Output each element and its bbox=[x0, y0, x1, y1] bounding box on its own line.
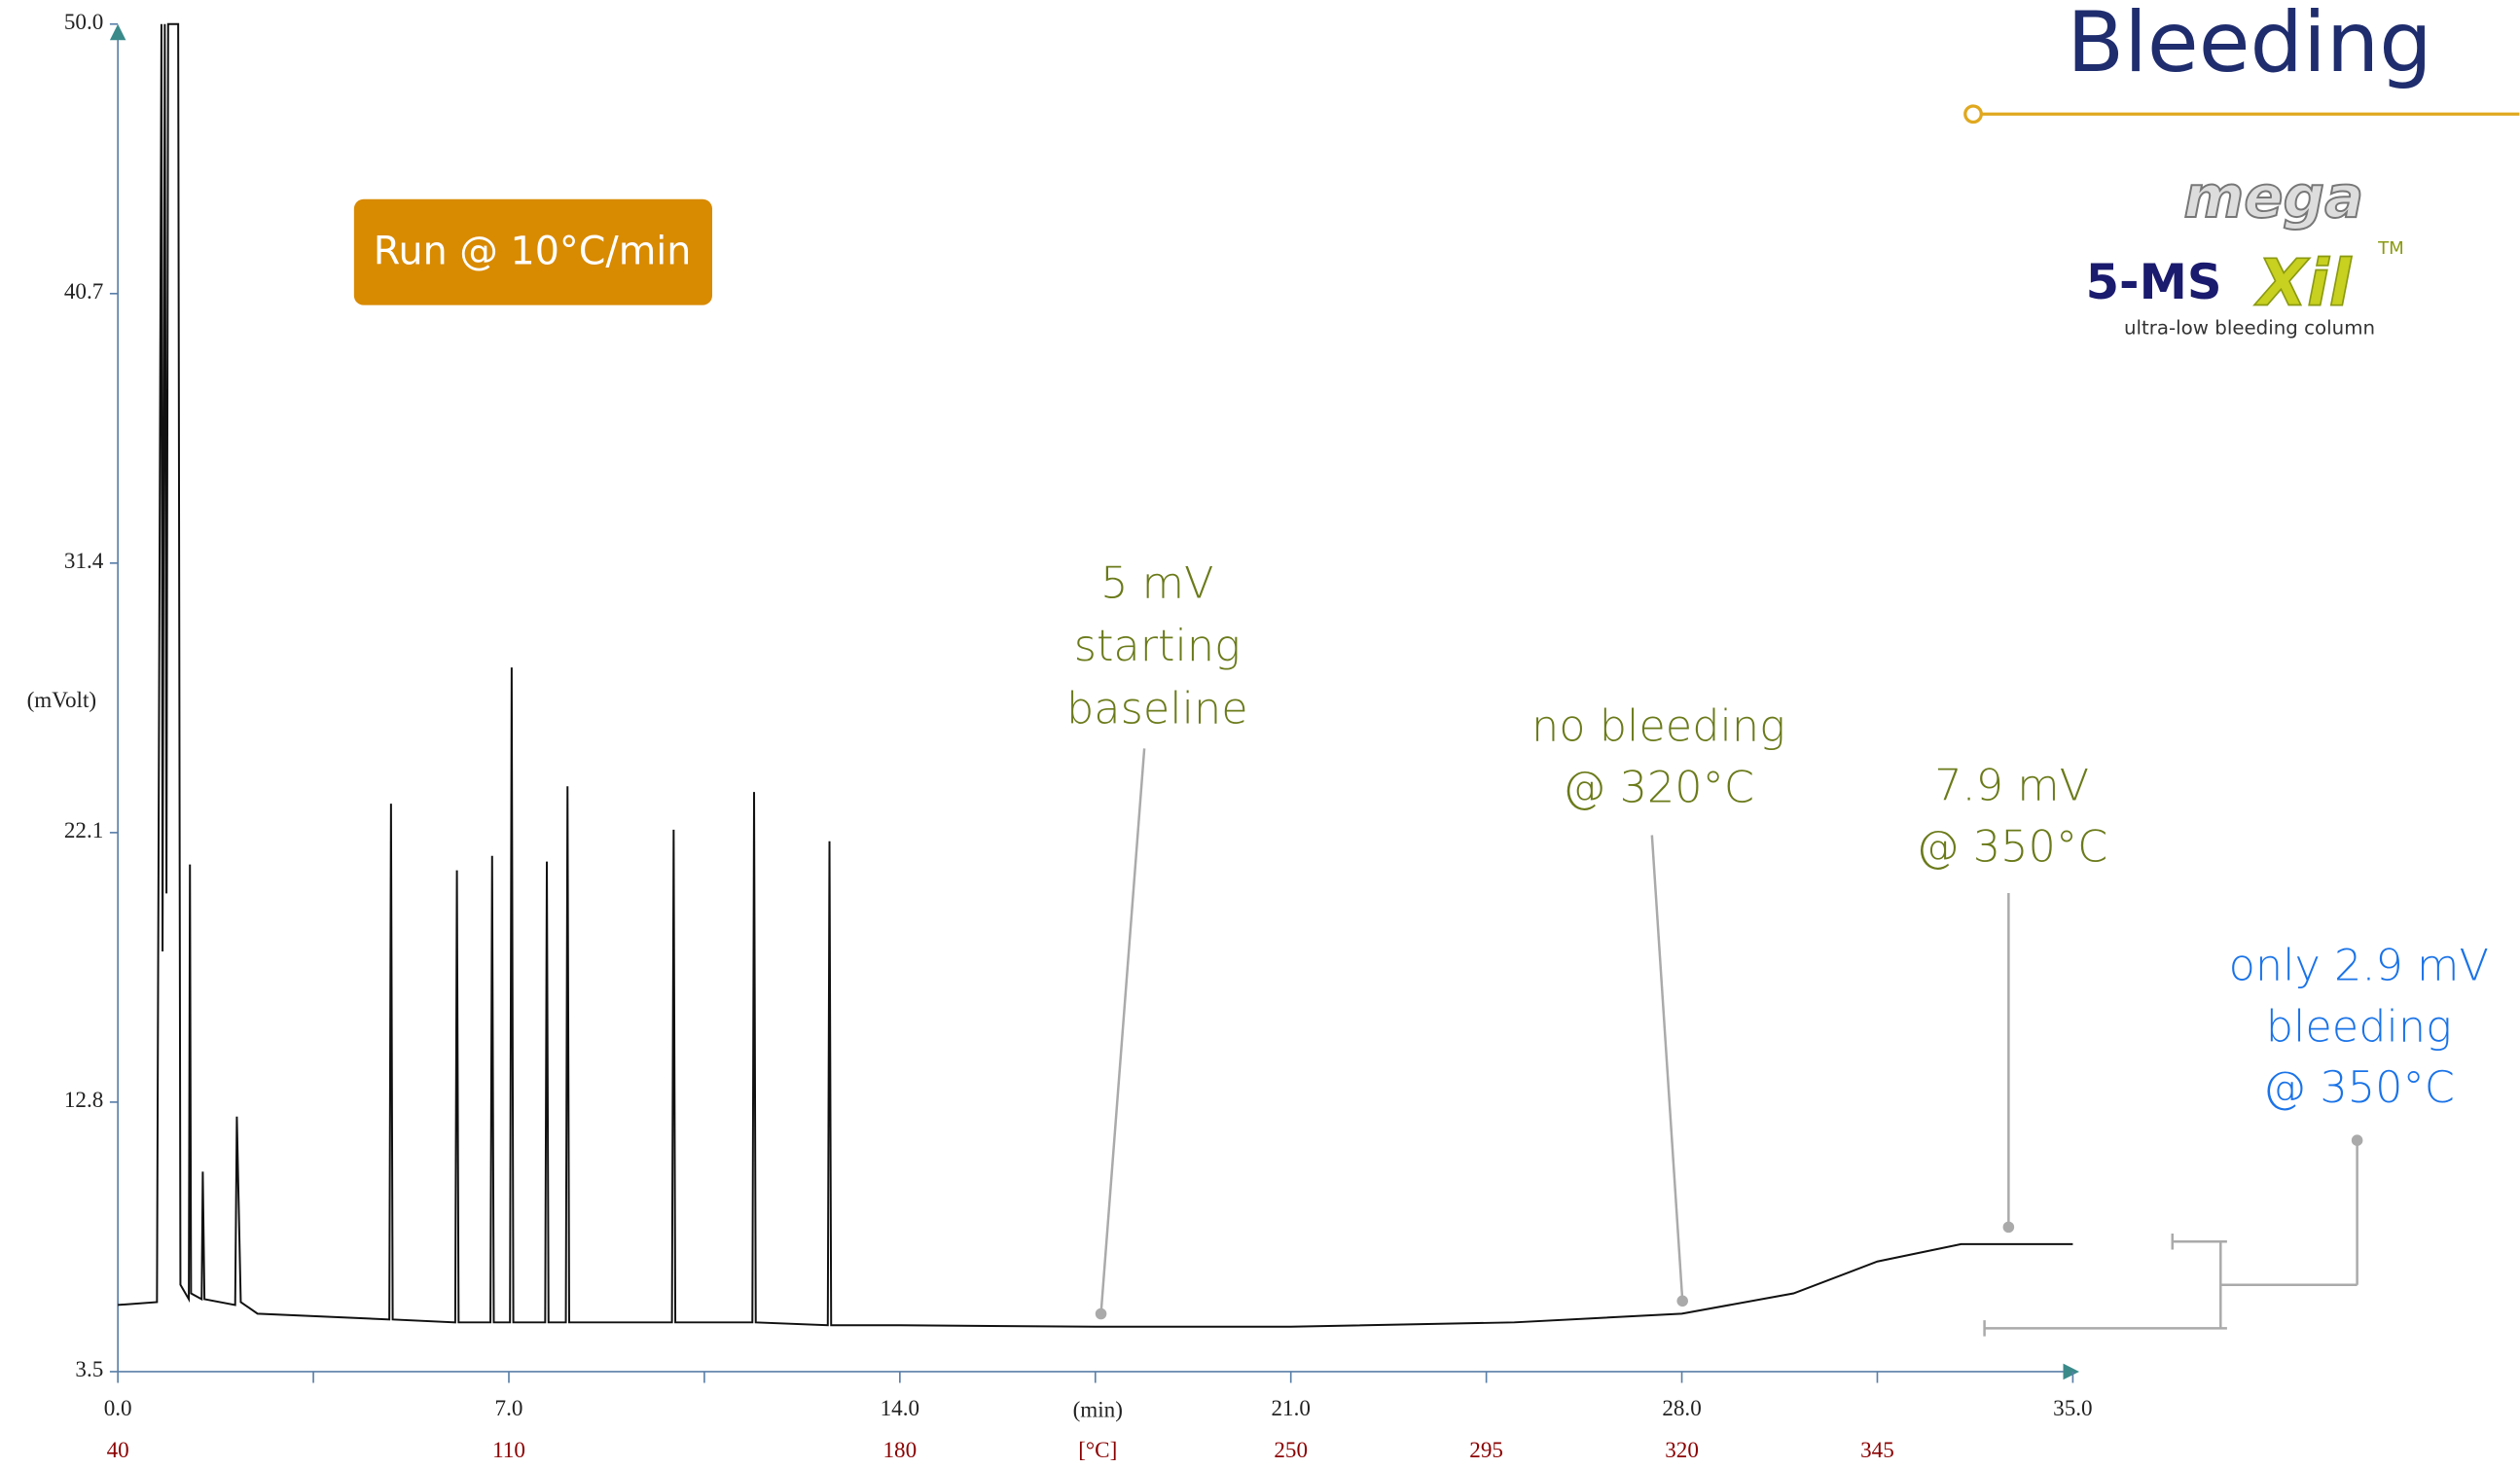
annotation-text: no bleeding bbox=[1531, 701, 1785, 752]
annotation-text: @ 350°C bbox=[1916, 821, 2107, 872]
bleeding-bracket bbox=[2171, 1233, 2227, 1250]
annotation-text: 7.9 mV bbox=[1934, 761, 2089, 811]
annotation-text: starting bbox=[1074, 621, 1241, 671]
title-rule-dot bbox=[1963, 104, 1983, 125]
annotation-leader bbox=[1650, 835, 1684, 1302]
y-tick-label: 12.8 bbox=[64, 1087, 103, 1112]
y-tick-label: 3.5 bbox=[75, 1356, 103, 1381]
trace bbox=[118, 22, 2073, 1328]
x-tick-label: 21.0 bbox=[1271, 1395, 1310, 1420]
badge bbox=[353, 198, 713, 305]
annotation-leader bbox=[1099, 748, 1146, 1314]
x-axis-label: (min) bbox=[1073, 1397, 1123, 1422]
annotation-text: baseline bbox=[1066, 683, 1248, 734]
annotation-text: bleeding bbox=[2266, 1001, 2452, 1052]
x2-axis-label: [°C] bbox=[1078, 1437, 1117, 1462]
y-axis-arrow bbox=[109, 23, 126, 41]
x2-tick-label: 295 bbox=[1469, 1437, 1503, 1462]
y-axis-label: (mVolt) bbox=[27, 687, 96, 712]
logo-brand: mega bbox=[2183, 164, 2363, 232]
logo-suffix: Xil bbox=[2253, 246, 2353, 321]
annotation-text: only 2.9 mV bbox=[2229, 941, 2489, 991]
x-tick-label: 28.0 bbox=[1662, 1395, 1701, 1420]
logo-tagline: ultra-low bleeding column bbox=[2124, 316, 2375, 339]
x-tick-label: 0.0 bbox=[104, 1395, 132, 1420]
x-tick-label: 14.0 bbox=[881, 1395, 919, 1420]
bleeding-bracket bbox=[2219, 1241, 2358, 1329]
annotation-text: @ 350°C bbox=[2263, 1062, 2455, 1113]
x2-tick-label: 40 bbox=[107, 1437, 129, 1462]
badge-text: Run @ 10°C/min bbox=[374, 229, 692, 273]
annotation-dot bbox=[2002, 1221, 2015, 1234]
y-tick-label: 50.0 bbox=[64, 9, 103, 34]
x-tick-label: 35.0 bbox=[2053, 1395, 2092, 1420]
x2-tick-label: 110 bbox=[492, 1437, 525, 1462]
annotation-dot bbox=[2351, 1134, 2363, 1146]
chart-title: Bleeding bbox=[2067, 0, 2432, 91]
y-tick-label: 31.4 bbox=[64, 548, 104, 573]
x2-tick-label: 250 bbox=[1274, 1437, 1308, 1462]
annotation-dot bbox=[1676, 1295, 1688, 1307]
x2-tick-label: 180 bbox=[883, 1437, 918, 1462]
x2-tick-label: 345 bbox=[1860, 1437, 1894, 1462]
y-tick-label: 40.7 bbox=[64, 278, 103, 304]
bleeding-bracket bbox=[1983, 1320, 2227, 1337]
annotation-dot bbox=[1095, 1307, 1107, 1320]
logo-product: 5-MS bbox=[2086, 254, 2222, 310]
x-axis-arrow bbox=[2063, 1363, 2080, 1380]
x2-tick-label: 320 bbox=[1665, 1437, 1699, 1462]
x-tick-label: 7.0 bbox=[495, 1395, 523, 1420]
annotation-text: @ 320°C bbox=[1563, 762, 1754, 812]
annotation-text: 5 mV bbox=[1100, 558, 1213, 609]
logo-tm: TM bbox=[2377, 238, 2404, 259]
y-tick-label: 22.1 bbox=[64, 817, 103, 842]
